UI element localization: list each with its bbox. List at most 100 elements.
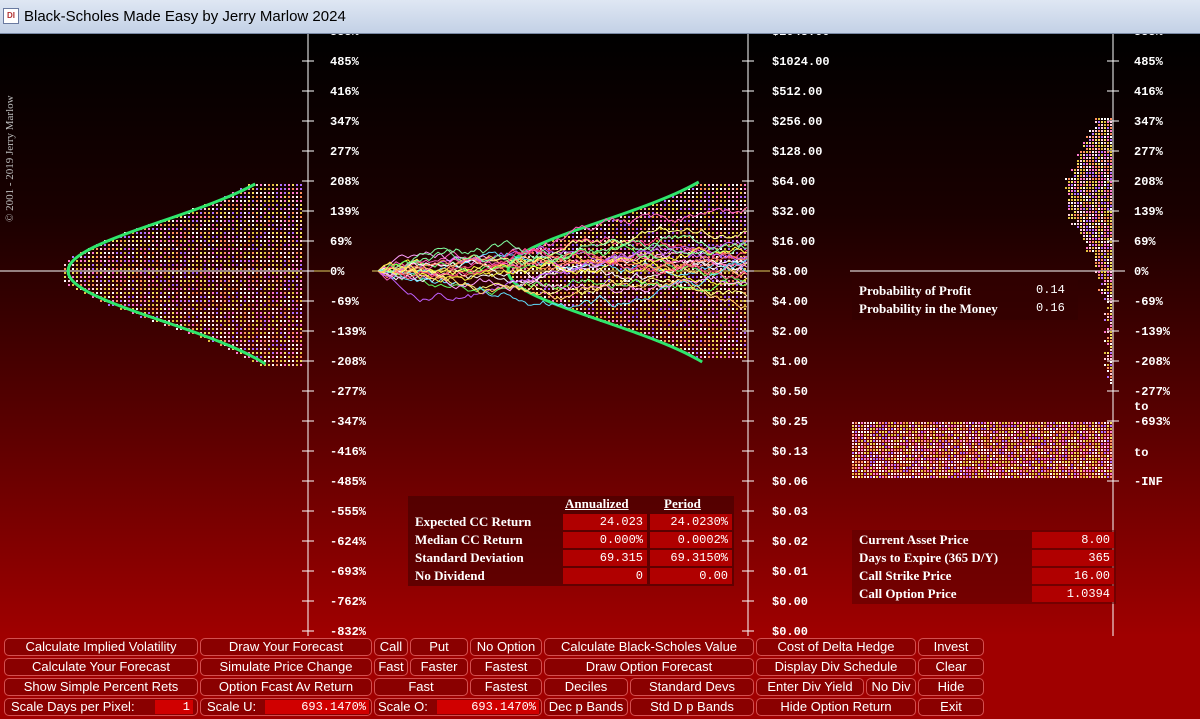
right-tail-block-dot	[1002, 440, 1004, 442]
center-distribution-dot	[696, 272, 698, 274]
center-distribution-dot	[676, 336, 678, 338]
right-axis-tick-label: 69%	[1134, 235, 1156, 249]
distribution-dot	[236, 272, 238, 274]
right-tail-block-dot	[999, 425, 1001, 427]
distribution-dot	[204, 288, 206, 290]
distribution-dot	[284, 328, 286, 330]
distribution-dot	[96, 280, 98, 282]
right-tail-block-dot	[864, 422, 866, 424]
distribution-dot	[232, 300, 234, 302]
right-axis-tick-label: -208%	[1134, 355, 1171, 369]
right-distribution-dot	[1104, 172, 1106, 174]
distribution-dot	[140, 296, 142, 298]
center-distribution-dot	[672, 304, 674, 306]
right-distribution-dot	[1095, 196, 1097, 198]
distribution-dot	[92, 252, 94, 254]
distribution-dot	[148, 228, 150, 230]
center-distribution-dot	[740, 304, 742, 306]
right-tail-block-dot	[1062, 431, 1064, 433]
center-distribution-dot	[604, 280, 606, 282]
center-distribution-dot	[724, 308, 726, 310]
right-distribution-dot	[1107, 352, 1109, 354]
right-distribution-dot	[1098, 214, 1100, 216]
distribution-dot	[248, 352, 250, 354]
distribution-dot	[284, 188, 286, 190]
distribution-dot	[296, 288, 298, 290]
distribution-dot	[208, 228, 210, 230]
right-distribution-dot	[1080, 178, 1082, 180]
right-distribution-dot	[1104, 154, 1106, 156]
distribution-dot	[288, 324, 290, 326]
distribution-dot	[64, 268, 66, 270]
distribution-dot	[84, 256, 86, 258]
distribution-dot	[252, 264, 254, 266]
center-distribution-dot	[660, 264, 662, 266]
distribution-dot	[300, 252, 302, 254]
distribution-dot	[268, 188, 270, 190]
distribution-dot	[180, 236, 182, 238]
center-distribution-dot	[660, 324, 662, 326]
right-distribution-dot	[1110, 319, 1112, 321]
distribution-dot	[268, 340, 270, 342]
distribution-dot	[164, 256, 166, 258]
distribution-dot	[220, 300, 222, 302]
center-distribution-dot	[708, 352, 710, 354]
center-distribution-dot	[556, 272, 558, 274]
distribution-dot	[216, 248, 218, 250]
distribution-dot	[136, 288, 138, 290]
center-distribution-dot	[692, 328, 694, 330]
right-tail-block-dot	[999, 440, 1001, 442]
center-distribution-dot	[660, 316, 662, 318]
distribution-dot	[128, 264, 130, 266]
center-distribution-dot	[612, 236, 614, 238]
center-distribution-dot	[636, 304, 638, 306]
distribution-dot	[228, 244, 230, 246]
center-distribution-dot	[656, 268, 658, 270]
title-bar[interactable]: DI Black-Scholes Made Easy by Jerry Marl…	[0, 0, 1200, 34]
distribution-dot	[160, 232, 162, 234]
center-distribution-dot	[648, 292, 650, 294]
right-axis-tick-label: 277%	[1134, 145, 1164, 159]
center-distribution-dot	[660, 300, 662, 302]
center-distribution-dot	[684, 340, 686, 342]
center-distribution-dot	[720, 204, 722, 206]
right-distribution-dot	[1095, 169, 1097, 171]
right-tail-block-dot	[906, 428, 908, 430]
center-distribution-dot	[632, 328, 634, 330]
center-distribution-dot	[688, 340, 690, 342]
distribution-dot	[156, 292, 158, 294]
center-distribution-dot	[704, 352, 706, 354]
distribution-dot	[144, 236, 146, 238]
distribution-dot	[292, 196, 294, 198]
distribution-dot	[156, 260, 158, 262]
right-tail-block-dot	[996, 428, 998, 430]
center-distribution-dot	[616, 320, 618, 322]
center-distribution-dot	[668, 332, 670, 334]
center-distribution-dot	[652, 324, 654, 326]
distribution-dot	[264, 348, 266, 350]
center-distribution-dot	[684, 232, 686, 234]
distribution-dot	[200, 280, 202, 282]
center-distribution-dot	[692, 216, 694, 218]
distribution-dot	[256, 256, 258, 258]
center-distribution-dot	[660, 224, 662, 226]
distribution-dot	[276, 316, 278, 318]
right-tail-block-dot	[1074, 443, 1076, 445]
distribution-dot	[300, 364, 302, 366]
distribution-dot	[288, 268, 290, 270]
center-distribution-dot	[696, 200, 698, 202]
center-distribution-dot	[676, 216, 678, 218]
distribution-dot	[236, 232, 238, 234]
distribution-dot	[272, 208, 274, 210]
right-tail-block-dot	[924, 422, 926, 424]
center-distribution-dot	[732, 284, 734, 286]
right-distribution-dot	[1086, 193, 1088, 195]
distribution-dot	[256, 300, 258, 302]
distribution-dot	[208, 300, 210, 302]
distribution-dot	[220, 336, 222, 338]
distribution-dot	[272, 268, 274, 270]
price-path	[377, 248, 748, 280]
center-distribution-dot	[724, 212, 726, 214]
right-tail-block-dot	[1032, 425, 1034, 427]
center-distribution-dot	[684, 344, 686, 346]
